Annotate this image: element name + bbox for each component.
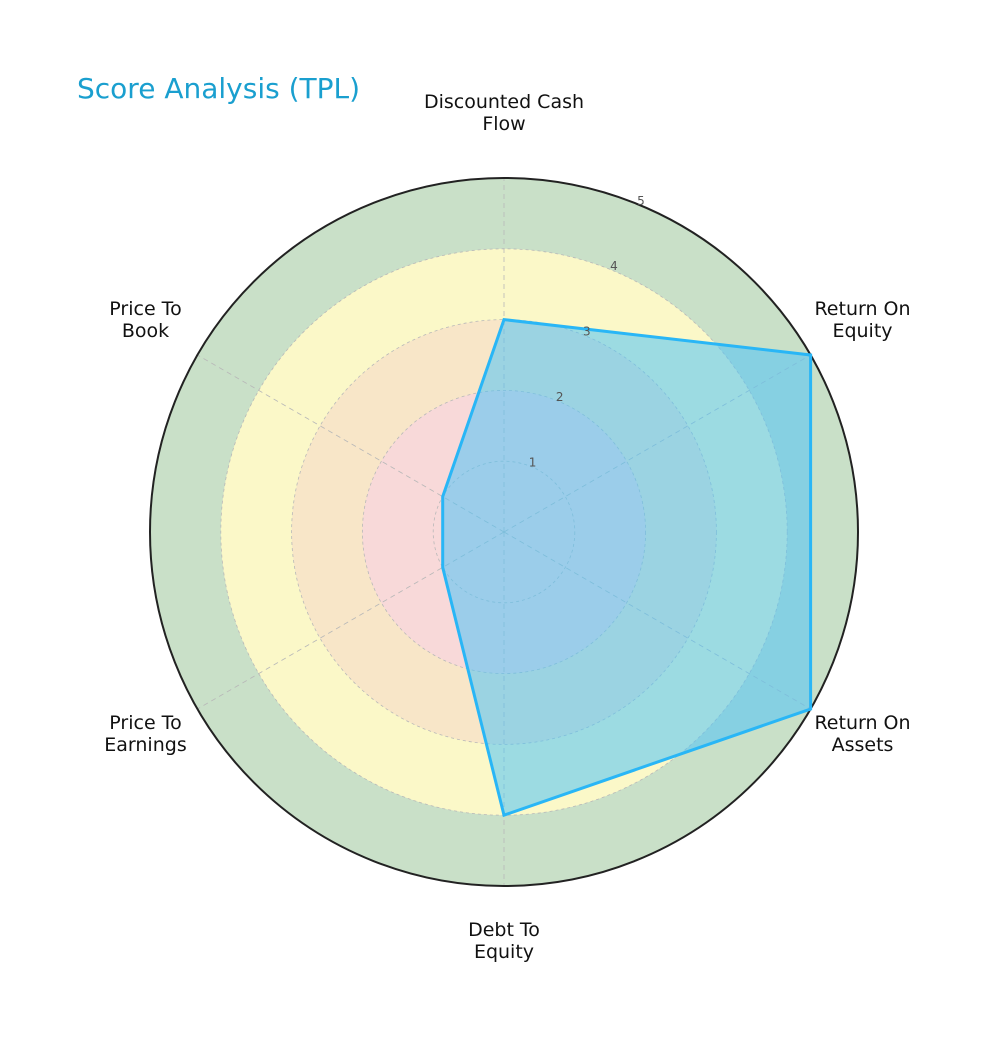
category-label-2: Return On Assets [814,712,910,756]
category-label-line: Equity [474,941,534,963]
category-label-3: Debt To Equity [468,919,540,963]
category-label-4: Price To Earnings [104,712,186,756]
category-label-line: Discounted Cash [424,91,584,113]
tick-label-3: 3 [583,325,591,339]
radar-series [441,317,813,818]
category-label-line: Debt To [468,919,540,941]
category-label-line: Assets [832,734,894,756]
category-label-line: Price To [109,298,181,320]
tick-label-1: 1 [529,455,537,469]
category-label-5: Price To Book [109,298,181,342]
tick-label-4: 4 [610,259,618,273]
category-label-line: Book [122,320,169,342]
category-label-line: Return On [814,298,910,320]
category-label-line: Return On [814,712,910,734]
category-label-line: Equity [832,320,892,342]
category-label-line: Price To [109,712,181,734]
tick-label-2: 2 [556,390,564,404]
category-label-line: Earnings [104,734,186,756]
radial-tick-labels: 1 2 3 4 5 [529,194,645,470]
category-label-0: Discounted Cash Flow [424,91,584,135]
category-label-1: Return On Equity [814,298,910,342]
outer-ring [149,177,859,887]
category-label-line: Flow [482,113,525,135]
tick-label-5: 5 [637,194,645,208]
chart-title: Score Analysis (TPL) [77,72,360,105]
